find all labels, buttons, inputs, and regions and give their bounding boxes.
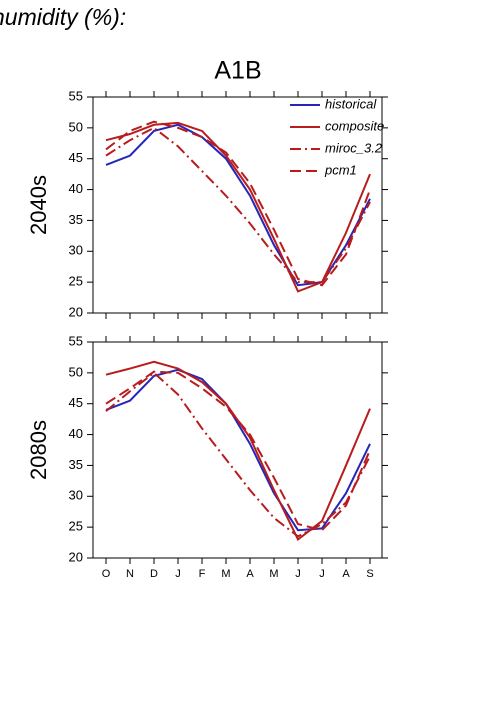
x-tick-label: J <box>319 568 325 580</box>
y-tick-label: 50 <box>69 364 83 379</box>
y-tick-label: 25 <box>69 519 83 534</box>
series-line <box>105 370 371 532</box>
y-tick-label: 30 <box>69 488 83 503</box>
x-tick-label: N <box>126 568 134 580</box>
y-tick-label: 35 <box>69 457 83 472</box>
y-tick-label: 45 <box>69 150 83 165</box>
series-line <box>105 120 371 287</box>
plot-frame <box>92 96 383 314</box>
legend-label: composite <box>325 118 384 133</box>
x-tick-label: J <box>295 568 301 580</box>
plot-frame <box>92 341 383 559</box>
y-axis-label: 2040s <box>26 175 51 235</box>
legend-label: miroc_3.2 <box>325 140 383 155</box>
y-tick-label: 55 <box>69 333 83 348</box>
y-tick-label: 30 <box>69 243 83 258</box>
x-tick-label: A <box>246 568 254 580</box>
x-tick-label: M <box>269 568 278 580</box>
series-line <box>105 126 371 284</box>
x-tick-label: F <box>199 568 206 580</box>
y-tick-label: 45 <box>69 395 83 410</box>
y-tick-label: 20 <box>69 304 83 319</box>
x-tick-label: O <box>102 568 111 580</box>
chart-title: A1B <box>214 57 261 85</box>
x-tick-label: J <box>175 568 181 580</box>
series-line <box>105 368 371 532</box>
legend-label: historical <box>325 96 377 111</box>
x-tick-label: A <box>342 568 350 580</box>
y-tick-label: 35 <box>69 212 83 227</box>
y-tick-label: 55 <box>69 88 83 103</box>
x-tick-label: S <box>366 568 373 580</box>
y-tick-label: 40 <box>69 181 83 196</box>
x-tick-label: M <box>221 568 230 580</box>
y-tick-label: 50 <box>69 119 83 134</box>
x-tick-label: D <box>150 568 158 580</box>
y-tick-label: 20 <box>69 549 83 564</box>
series-line <box>105 360 371 542</box>
series-line <box>105 121 371 293</box>
y-tick-label: 40 <box>69 426 83 441</box>
heading: humidity (%): <box>0 4 126 30</box>
series-line <box>105 371 371 538</box>
legend-label: pcm1 <box>324 162 357 177</box>
y-tick-label: 25 <box>69 274 83 289</box>
y-axis-label: 2080s <box>26 420 51 480</box>
